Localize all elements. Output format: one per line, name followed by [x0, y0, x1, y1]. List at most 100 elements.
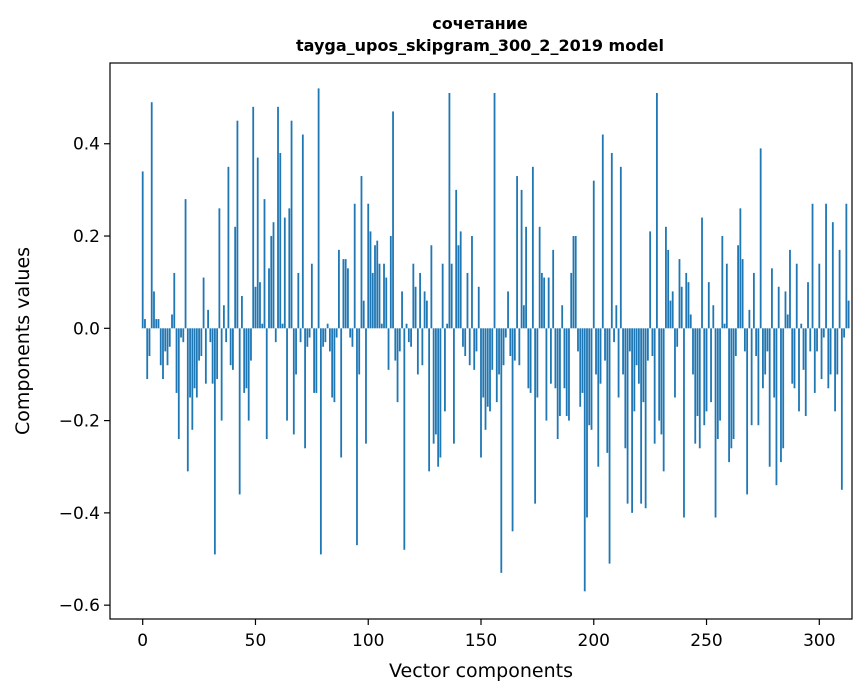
bar: [534, 328, 537, 504]
bar: [191, 328, 194, 430]
bar: [207, 309, 209, 329]
bar: [256, 157, 259, 329]
bar: [216, 328, 219, 380]
x-tick-label: 200: [578, 631, 610, 651]
bar: [676, 328, 679, 347]
bar: [489, 328, 491, 412]
bar: [195, 328, 198, 398]
bar: [516, 176, 518, 329]
bar: [392, 111, 394, 329]
bar: [507, 291, 509, 329]
bar: [820, 328, 823, 380]
bar: [748, 309, 751, 329]
bar: [633, 328, 636, 412]
bar: [466, 272, 469, 329]
bar: [484, 328, 487, 430]
bar: [310, 263, 313, 329]
bar: [552, 249, 555, 329]
bar: [308, 328, 311, 338]
bar: [340, 328, 343, 458]
bar: [315, 328, 318, 393]
bar: [439, 328, 442, 458]
bar: [809, 328, 812, 352]
bar: [232, 328, 234, 370]
bar: [144, 319, 146, 329]
bar: [209, 328, 212, 343]
bar: [234, 226, 237, 329]
bar: [545, 328, 548, 421]
bar: [245, 328, 248, 389]
bar: [644, 328, 647, 509]
bar: [155, 319, 158, 329]
bar: [577, 328, 579, 352]
bar: [398, 328, 401, 352]
bar: [295, 328, 297, 375]
bar: [504, 328, 507, 338]
bar: [324, 328, 327, 343]
bar: [689, 314, 692, 329]
bar: [725, 263, 728, 329]
bar: [752, 272, 755, 329]
bar: [712, 305, 715, 329]
bar: [606, 328, 609, 453]
bar: [730, 328, 733, 449]
bar: [782, 328, 785, 449]
bar: [798, 328, 800, 412]
bar: [698, 328, 701, 449]
bar: [495, 328, 498, 403]
bar: [624, 328, 627, 449]
bar: [540, 272, 543, 329]
bar: [383, 263, 385, 329]
bar: [653, 328, 656, 444]
bar: [721, 236, 724, 329]
bar: [182, 328, 185, 343]
bar: [759, 148, 762, 329]
bar: [475, 328, 478, 352]
bar: [146, 328, 149, 380]
bar: [425, 300, 428, 329]
bar: [283, 217, 286, 329]
bar: [252, 106, 255, 329]
bar: [153, 291, 155, 329]
bar: [766, 328, 769, 352]
bar: [338, 249, 340, 329]
bar: [482, 328, 485, 398]
bar: [595, 328, 597, 375]
x-axis-label: Vector components: [389, 660, 573, 682]
bar: [367, 203, 370, 329]
y-tick-label: −0.2: [59, 412, 100, 432]
bar: [351, 328, 354, 347]
bar: [218, 208, 221, 329]
bar: [834, 328, 836, 412]
bar: [554, 328, 557, 389]
bar: [656, 92, 658, 329]
bar: [536, 328, 539, 398]
bar: [734, 328, 737, 356]
bar: [739, 208, 742, 329]
bar: [662, 328, 665, 472]
bar: [723, 323, 726, 329]
bar: [764, 328, 767, 375]
bar: [304, 328, 306, 449]
bar: [509, 328, 512, 356]
bar: [477, 286, 480, 329]
bar: [168, 328, 171, 347]
bar: [831, 222, 834, 329]
y-tick-label: 0.0: [73, 319, 100, 339]
x-axis-ticks: 0 50 100 150 200 250 300: [137, 619, 836, 651]
bar: [162, 328, 164, 380]
bar: [581, 328, 584, 393]
bar: [171, 314, 173, 329]
bar: [198, 328, 200, 361]
bar: [559, 328, 561, 416]
y-tick-label: 0.4: [73, 135, 100, 155]
bar: [432, 328, 435, 444]
bar: [376, 240, 379, 329]
bar: [703, 328, 706, 426]
bar: [579, 328, 582, 407]
bar: [268, 268, 270, 329]
bar: [786, 314, 789, 329]
bar: [365, 328, 367, 444]
bar: [410, 328, 412, 347]
bar: [322, 328, 325, 347]
